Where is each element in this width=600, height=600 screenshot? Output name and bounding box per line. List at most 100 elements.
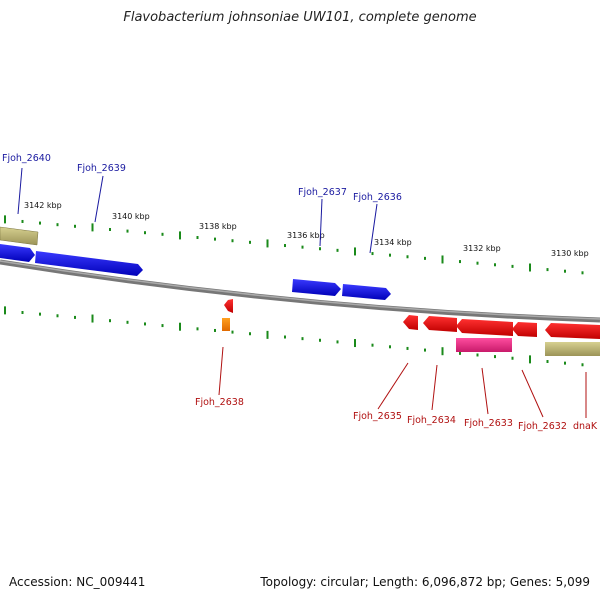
label-leaders-top [17, 167, 378, 254]
gene-fjoh-2638-rna[interactable] [222, 318, 230, 331]
gene-label[interactable]: Fjoh_2633 [464, 418, 513, 429]
minor-tick [284, 244, 286, 248]
minor-tick [214, 328, 216, 332]
minor-tick [564, 361, 566, 365]
genome-backbone [0, 259, 600, 323]
minor-tick [231, 239, 234, 243]
minor-tick [196, 236, 199, 240]
gene-label[interactable]: Fjoh_2632 [518, 421, 567, 432]
minor-tick [161, 232, 164, 236]
major-tick [4, 215, 6, 224]
minor-tick [74, 315, 76, 319]
minor-tick [56, 223, 59, 227]
minor-tick [231, 330, 234, 334]
minor-tick [511, 264, 514, 268]
major-tick [266, 330, 269, 339]
minor-tick [459, 260, 461, 264]
minor-tick [39, 221, 41, 225]
minor-tick [249, 332, 251, 336]
minor-tick [109, 227, 111, 231]
minor-tick [546, 268, 549, 272]
minor-tick [476, 353, 479, 357]
minor-tick [476, 261, 479, 265]
gene-label[interactable]: Fjoh_2640 [2, 153, 51, 164]
minor-tick [581, 363, 584, 367]
scale-label: 3132 kbp [463, 244, 501, 253]
gene-label[interactable]: Fjoh_2639 [77, 163, 126, 174]
minor-tick [581, 271, 584, 275]
scale-label: 3140 kbp [112, 212, 150, 221]
gene-label[interactable]: Fjoh_2634 [407, 415, 456, 426]
gene-fjoh-2633[interactable] [456, 319, 513, 336]
minor-tick [301, 245, 304, 249]
major-tick [266, 239, 269, 248]
feature-khaki-top[interactable] [0, 226, 39, 246]
major-tick [529, 355, 531, 364]
gene-label[interactable]: Fjoh_2637 [298, 187, 347, 198]
accession-text: Accession: NC_009441 [9, 575, 146, 589]
scale-label: 3134 kbp [374, 238, 412, 247]
gene-dnak[interactable] [545, 323, 600, 339]
gene-fjoh-2635[interactable] [403, 315, 418, 330]
scale-labels: 3142 kbp 3140 kbp 3138 kbp 3136 kbp 3134… [24, 201, 589, 258]
minor-tick [284, 335, 286, 339]
label-leaders-bottom [218, 346, 587, 418]
gene-fjoh-2634[interactable] [423, 316, 457, 332]
minor-tick [546, 360, 549, 364]
minor-tick [371, 252, 374, 256]
gene-fjoh-2639[interactable] [35, 251, 143, 276]
minor-tick [389, 253, 391, 257]
gene-fjoh-2638[interactable] [224, 299, 233, 313]
gene-label[interactable]: Fjoh_2636 [353, 192, 402, 203]
minor-tick [56, 314, 59, 318]
gene-label[interactable]: dnaK [573, 421, 598, 432]
minor-tick [161, 324, 164, 328]
gene-fjoh-2637[interactable] [292, 279, 341, 296]
major-tick [179, 322, 181, 331]
scale-label: 3136 kbp [287, 231, 325, 240]
major-tick [441, 255, 444, 264]
reverse-strand-features [222, 299, 600, 356]
minor-tick [494, 355, 496, 359]
minor-tick [126, 320, 129, 324]
minor-tick [336, 248, 339, 252]
gene-fjoh-2636[interactable] [342, 284, 391, 300]
major-tick [354, 247, 356, 256]
minor-tick [459, 351, 461, 355]
gene-fjoh-2632[interactable] [512, 322, 537, 337]
minor-tick [196, 327, 199, 331]
minor-tick [406, 255, 409, 259]
minor-tick [494, 263, 496, 267]
major-tick [354, 339, 356, 348]
minor-tick [144, 322, 146, 326]
minor-tick [336, 340, 339, 344]
map-title: Flavobacterium johnsoniae UW101, complet… [123, 10, 477, 25]
minor-tick [511, 356, 514, 360]
minor-tick [74, 224, 76, 228]
minor-tick [424, 348, 426, 352]
major-tick [91, 223, 94, 232]
scale-ticks-bottom [4, 306, 584, 367]
gene-labels-top: Fjoh_2640 Fjoh_2639 Fjoh_2637 Fjoh_2636 [2, 153, 402, 203]
minor-tick [301, 337, 304, 341]
gene-labels-bottom: Fjoh_2638 Fjoh_2635 Fjoh_2634 Fjoh_2633 … [195, 397, 598, 432]
minor-tick [39, 312, 41, 316]
scale-label: 3138 kbp [199, 222, 237, 231]
gene-label[interactable]: Fjoh_2638 [195, 397, 244, 408]
feature-khaki-bottom[interactable] [545, 342, 600, 356]
scale-ticks-top [4, 215, 584, 275]
gene-fjoh-2640[interactable] [0, 244, 35, 262]
minor-tick [144, 231, 146, 235]
minor-tick [389, 345, 391, 349]
major-tick [91, 314, 94, 323]
minor-tick [424, 256, 426, 260]
minor-tick [249, 240, 251, 244]
feature-pink[interactable] [456, 338, 512, 352]
minor-tick [371, 343, 374, 347]
minor-tick [214, 237, 216, 241]
scale-label: 3130 kbp [551, 249, 589, 258]
gene-label[interactable]: Fjoh_2635 [353, 411, 402, 422]
minor-tick [109, 319, 111, 323]
scale-label: 3142 kbp [24, 201, 62, 210]
minor-tick [406, 346, 409, 350]
